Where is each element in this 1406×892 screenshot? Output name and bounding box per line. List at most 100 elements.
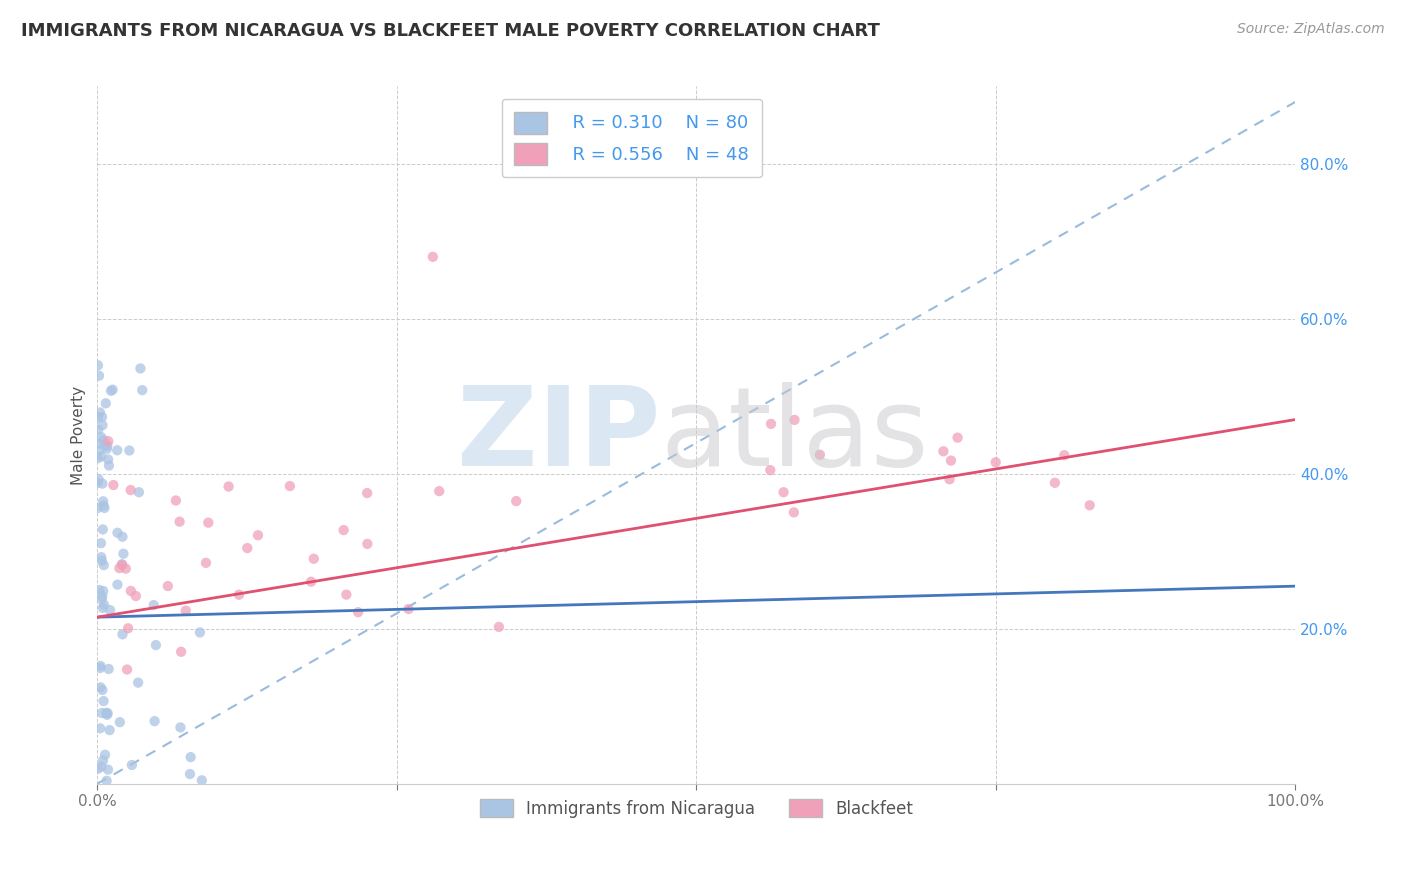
- Point: [145, 638, 167, 652]
- Point: [89, 721, 111, 735]
- Point: [89, 443, 111, 458]
- Point: [180, 750, 202, 764]
- Point: [97, 452, 120, 467]
- Point: [96, 773, 118, 788]
- Point: [87, 762, 110, 776]
- Point: [91, 523, 114, 537]
- Point: [94, 396, 117, 410]
- Point: [218, 479, 240, 493]
- Point: [1043, 475, 1066, 490]
- Point: [505, 494, 527, 508]
- Point: [98, 458, 121, 473]
- Point: [120, 583, 142, 598]
- Point: [89, 436, 111, 450]
- Point: [89, 405, 111, 419]
- Text: IMMIGRANTS FROM NICARAGUA VS BLACKFEET MALE POVERTY CORRELATION CHART: IMMIGRANTS FROM NICARAGUA VS BLACKFEET M…: [21, 22, 880, 40]
- Point: [96, 442, 118, 456]
- Point: [236, 541, 259, 555]
- Point: [91, 494, 114, 508]
- Point: [118, 443, 141, 458]
- Point: [111, 530, 134, 544]
- Point: [174, 604, 197, 618]
- Point: [131, 383, 153, 397]
- Point: [98, 723, 121, 738]
- Point: [246, 528, 269, 542]
- Point: [91, 683, 114, 698]
- Point: [125, 589, 148, 603]
- Point: [90, 550, 112, 565]
- Point: [783, 413, 806, 427]
- Point: [111, 627, 134, 641]
- Point: [93, 500, 115, 515]
- Point: [356, 537, 378, 551]
- Point: [87, 368, 110, 383]
- Point: [101, 383, 124, 397]
- Point: [108, 561, 131, 575]
- Point: [90, 554, 112, 568]
- Point: [984, 455, 1007, 469]
- Point: [90, 536, 112, 550]
- Point: [121, 758, 143, 772]
- Point: [87, 451, 110, 466]
- Point: [427, 484, 450, 499]
- Point: [946, 431, 969, 445]
- Text: ZIP: ZIP: [457, 382, 661, 489]
- Point: [91, 409, 114, 424]
- Point: [169, 515, 191, 529]
- Point: [90, 592, 112, 607]
- Point: [129, 361, 152, 376]
- Point: [89, 659, 111, 673]
- Point: [93, 433, 115, 447]
- Point: [108, 715, 131, 730]
- Point: [97, 434, 120, 449]
- Point: [938, 472, 960, 486]
- Point: [932, 444, 955, 458]
- Point: [98, 603, 121, 617]
- Text: Source: ZipAtlas.com: Source: ZipAtlas.com: [1237, 22, 1385, 37]
- Point: [89, 582, 111, 597]
- Point: [97, 763, 120, 777]
- Point: [1078, 498, 1101, 512]
- Point: [398, 602, 420, 616]
- Point: [103, 478, 125, 492]
- Y-axis label: Male Poverty: Male Poverty: [72, 385, 86, 484]
- Point: [165, 493, 187, 508]
- Point: [772, 485, 794, 500]
- Point: [783, 505, 806, 519]
- Point: [142, 598, 165, 612]
- Point: [335, 588, 357, 602]
- Point: [107, 577, 129, 591]
- Point: [91, 476, 114, 491]
- Point: [170, 645, 193, 659]
- Point: [128, 485, 150, 500]
- Point: [759, 463, 782, 477]
- Point: [91, 584, 114, 599]
- Point: [87, 359, 110, 373]
- Point: [87, 410, 110, 425]
- Point: [93, 598, 115, 612]
- Point: [100, 384, 122, 398]
- Point: [93, 558, 115, 573]
- Point: [90, 450, 112, 464]
- Point: [112, 547, 135, 561]
- Point: [86, 475, 108, 490]
- Point: [96, 439, 118, 453]
- Point: [90, 430, 112, 444]
- Point: [808, 448, 831, 462]
- Point: [87, 423, 110, 437]
- Point: [86, 501, 108, 516]
- Point: [299, 574, 322, 589]
- Point: [111, 557, 134, 571]
- Point: [188, 625, 211, 640]
- Point: [759, 417, 782, 431]
- Point: [107, 525, 129, 540]
- Point: [89, 661, 111, 675]
- Point: [143, 714, 166, 729]
- Point: [89, 681, 111, 695]
- Point: [228, 588, 250, 602]
- Point: [111, 558, 134, 572]
- Point: [120, 483, 142, 497]
- Point: [156, 579, 179, 593]
- Point: [87, 472, 110, 486]
- Point: [114, 561, 136, 575]
